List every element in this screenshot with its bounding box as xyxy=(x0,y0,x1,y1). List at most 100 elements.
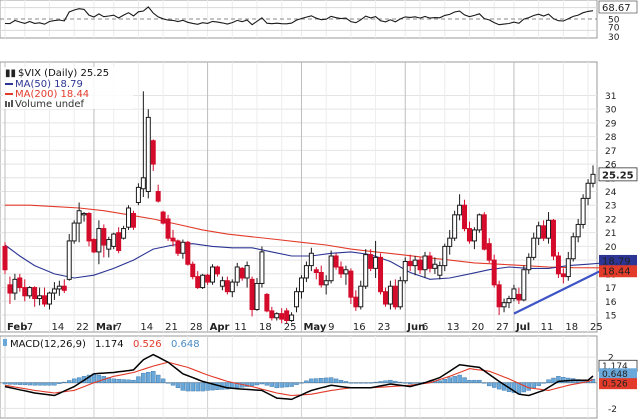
macd-hist-bar xyxy=(116,379,121,383)
candle-body xyxy=(298,277,304,293)
macd-hist-bar xyxy=(328,377,334,383)
candle-body xyxy=(61,285,67,291)
macd-hist-bar xyxy=(249,382,255,387)
candle-body xyxy=(210,266,216,283)
candle-body xyxy=(165,218,171,239)
date-tick-label: 11 xyxy=(234,322,247,333)
candle-body xyxy=(96,228,102,253)
macd-hist-bar xyxy=(12,382,18,385)
candle-body xyxy=(259,251,265,284)
candle-body xyxy=(229,281,235,293)
candle-body xyxy=(511,288,517,300)
date-tick-label: 6 xyxy=(422,322,428,333)
macd-hist-bar xyxy=(264,382,270,386)
signal-line xyxy=(4,361,594,397)
macd-hist-bar xyxy=(477,379,482,383)
candle-body xyxy=(185,241,191,265)
macd-hist-bar xyxy=(487,382,492,387)
macd-hist-bar xyxy=(160,378,166,383)
candle-body xyxy=(71,222,77,242)
price-panel: 1516171819202122232425262728293031 Feb71… xyxy=(0,61,638,333)
candle-body xyxy=(12,278,18,294)
candle-body xyxy=(516,293,522,301)
candle-body xyxy=(284,310,290,322)
date-tick-label: 9 xyxy=(328,322,334,333)
trend-line xyxy=(513,268,604,315)
macd-hist-bar xyxy=(121,379,126,383)
macd-hist-bar xyxy=(151,371,156,383)
candle-body xyxy=(56,285,62,290)
macd-hist-bar xyxy=(185,382,191,392)
macd-hist-bar xyxy=(378,381,383,383)
date-tick-label: 23 xyxy=(378,322,391,333)
candle-body xyxy=(140,177,146,190)
candle-body xyxy=(427,255,433,269)
macd-hist-bar xyxy=(521,382,527,393)
macd-hist-bar xyxy=(491,382,497,388)
candle-body xyxy=(303,265,309,279)
candle-body xyxy=(27,287,33,297)
candle-body xyxy=(368,254,374,269)
macd-legend-name: MACD(12,26,9) xyxy=(10,339,86,350)
macd-hist-bar xyxy=(131,379,136,383)
macd-hist-bar xyxy=(482,382,487,384)
macd-hist-bar xyxy=(511,382,517,393)
date-tick-label: 16 xyxy=(353,322,366,333)
candle-body xyxy=(51,288,57,294)
rsi-value-box xyxy=(598,0,638,14)
candle-body xyxy=(471,229,477,242)
macd-hist-bar xyxy=(309,378,314,383)
candle-body xyxy=(46,292,52,305)
candle-body xyxy=(106,239,112,250)
macd-hist-bar xyxy=(536,382,541,386)
macd-hist-bar xyxy=(111,378,116,383)
macd-hist-bar xyxy=(403,382,408,384)
candle-body xyxy=(402,261,408,282)
candle-body xyxy=(135,186,141,203)
date-tick-label: 25 xyxy=(590,322,603,333)
macd-hist-bar xyxy=(210,382,215,391)
last-price-box xyxy=(598,167,638,182)
candle-body xyxy=(555,255,561,275)
macd-legend: MACD(12,26,9) 1.174 0.526 0.648 xyxy=(3,339,200,350)
macd-hist-bar xyxy=(467,379,472,383)
date-tick-label: Jun xyxy=(406,322,425,333)
candle-body xyxy=(417,259,423,271)
price-tick-label: 26 xyxy=(605,161,617,171)
macd-hist-bar xyxy=(136,376,141,383)
macd-hist-bar xyxy=(259,382,265,385)
ma50-value-box xyxy=(599,254,637,267)
macd-hist-bar xyxy=(398,381,403,383)
price-tick-label: 21 xyxy=(605,229,616,239)
macd-legend-hist-icon xyxy=(3,339,7,346)
last-price-label: 25.25 xyxy=(602,170,634,181)
macd-hist-bar xyxy=(141,372,146,383)
macd-hist-bar xyxy=(496,382,502,390)
candle-body xyxy=(333,255,339,268)
candle-body xyxy=(274,313,280,319)
date-tick-label: 22 xyxy=(76,322,89,333)
legend-volume: Volume undef xyxy=(15,99,85,110)
macd-hist-bar xyxy=(294,382,299,385)
macd-frame xyxy=(0,335,598,419)
candle-body xyxy=(32,287,38,300)
candle-body xyxy=(387,285,393,305)
macd-hist-bar xyxy=(314,378,319,383)
macd-hist-bar xyxy=(96,374,102,383)
candle-body xyxy=(170,237,176,242)
macd-hist-bar xyxy=(338,379,344,383)
candle-body xyxy=(437,265,443,276)
macd-hist-bar xyxy=(546,379,551,383)
ma200-value-box xyxy=(599,265,637,278)
price-tick-label: 27 xyxy=(605,147,616,157)
macd-hist-bar xyxy=(2,382,8,385)
candle-body xyxy=(111,233,117,247)
signal-value-label: 0.526 xyxy=(602,380,628,390)
candle-body xyxy=(363,254,369,287)
price-legend: ▮▮ $VIX (Daily) 25.25 MA(50) 18.79 MA(20… xyxy=(3,67,133,110)
macd-histogram xyxy=(2,371,596,394)
candle-body xyxy=(541,225,547,239)
price-tick-label: 29 xyxy=(605,119,617,129)
candle-body xyxy=(575,223,581,238)
